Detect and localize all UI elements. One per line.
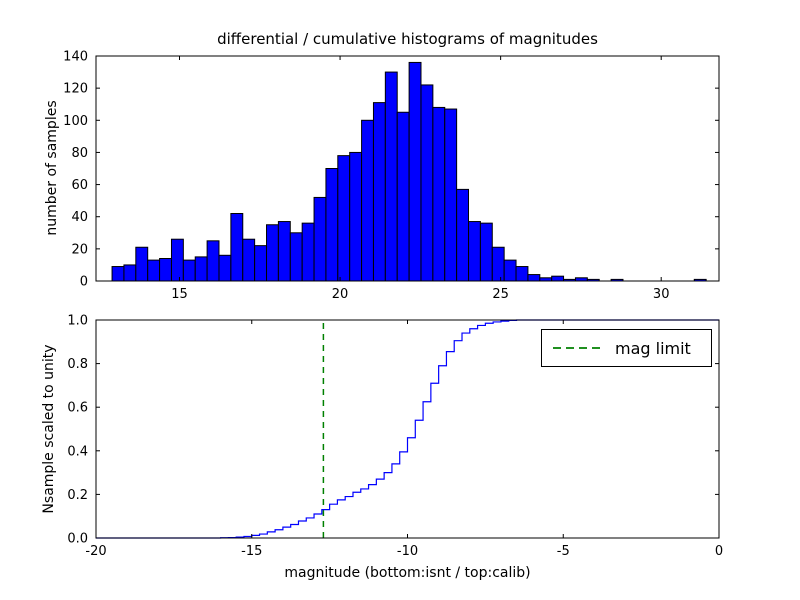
legend-label: mag limit <box>615 339 691 358</box>
hist-bar <box>170 238 184 282</box>
x-tick-label: -5 <box>557 544 570 559</box>
top-histogram-axes: 15 20 25 30 0 20 40 60 80 100 120 140 <box>63 50 720 302</box>
y-tick-label: 100 <box>63 114 88 129</box>
hist-bar <box>147 259 161 282</box>
hist-bar <box>491 246 505 282</box>
y-tick-label: 120 <box>63 82 88 97</box>
y-tick-label: 0.8 <box>67 357 88 372</box>
hist-bar <box>479 222 493 282</box>
bottom-cumulative-axes: -20 -15 -10 -5 0 0.0 0.2 0.4 0.6 0.8 1.0 mag limit <box>67 314 723 560</box>
axes-spines <box>95 55 720 282</box>
y-tick-label: 0 <box>80 275 88 290</box>
x-tick-label: 20 <box>332 287 349 302</box>
hist-bar <box>503 259 517 282</box>
chart-title: differential / cumulative histograms of … <box>217 30 598 48</box>
hist-bar <box>384 71 398 282</box>
hist-bar <box>135 246 149 282</box>
hist-bar <box>159 258 172 282</box>
x-tick-label: 0 <box>715 544 723 559</box>
x-tick-label: -15 <box>241 544 262 559</box>
hist-bar <box>420 84 434 282</box>
hist-bar <box>218 254 232 282</box>
y-tick-label: 40 <box>71 210 88 225</box>
hist-bar <box>111 266 125 282</box>
x-tick-label: 15 <box>171 287 188 302</box>
hist-bar <box>551 275 565 282</box>
hist-bar <box>182 259 196 282</box>
y-tick-label: 140 <box>63 50 88 65</box>
y-tick-label: 0.4 <box>67 444 88 459</box>
y-tick-label: 80 <box>71 146 88 161</box>
hist-bar <box>515 266 529 282</box>
hist-bar <box>456 188 470 282</box>
hist-bar <box>396 111 410 282</box>
hist-bar <box>194 256 208 282</box>
x-tick-label: 30 <box>653 287 670 302</box>
hist-bar <box>230 213 244 282</box>
hist-bar <box>325 168 339 282</box>
hist-bar <box>337 155 351 282</box>
hist-bar <box>468 221 481 282</box>
hist-bar <box>432 106 446 282</box>
histogram-bars <box>111 61 707 282</box>
hist-bar <box>266 224 279 282</box>
hist-bar <box>254 245 268 282</box>
hist-bar <box>313 196 327 282</box>
hist-bar <box>206 240 220 282</box>
y-tick-label: 60 <box>71 178 88 193</box>
x-tick-label: -20 <box>85 544 106 559</box>
legend: mag limit <box>541 329 712 367</box>
hist-bar <box>349 151 363 282</box>
hist-bar <box>277 221 291 282</box>
hist-bar <box>242 238 256 282</box>
hist-bar <box>372 102 386 282</box>
y-tick-label: 0.2 <box>67 488 88 503</box>
y-tick-label: 0.0 <box>67 532 88 547</box>
hist-bar <box>301 222 315 282</box>
bottom-xlabel: magnitude (bottom:isnt / top:calib) <box>284 565 531 581</box>
hist-bar <box>408 61 422 282</box>
hist-bar <box>361 119 374 282</box>
x-tick-label: 25 <box>492 287 509 302</box>
hist-bar <box>123 264 137 282</box>
cumulative-line <box>96 319 719 539</box>
y-tick-label: 0.6 <box>67 401 88 416</box>
x-tick-label: -10 <box>397 544 418 559</box>
y-tick-label: 1.0 <box>67 314 88 329</box>
hist-bar <box>444 108 458 282</box>
hist-bar <box>289 232 303 282</box>
y-tick-label: 20 <box>71 242 88 257</box>
hist-bar <box>527 274 541 282</box>
